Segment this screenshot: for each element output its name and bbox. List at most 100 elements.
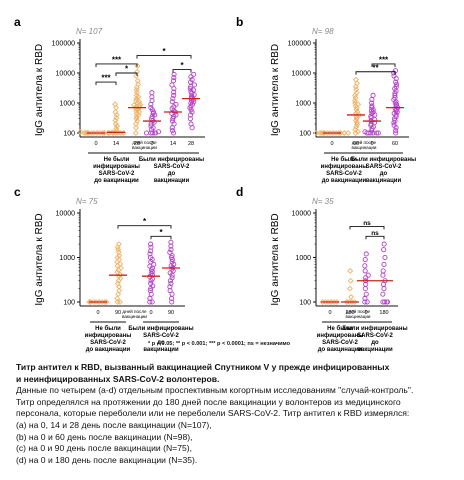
- panel-d-y-tick-label: 100: [299, 300, 311, 307]
- panel-d-y-tick-label: 10000: [292, 211, 312, 218]
- panel-d-group-label-line-1: Были инфицированы: [342, 325, 407, 332]
- caption-line-1: Данные по четырем (a-d) отдельным проспе…: [16, 385, 414, 396]
- panel-a-data-point: [171, 71, 177, 77]
- panel-b-group-label-line-3: до: [380, 171, 388, 177]
- panel-c-significance-label: *: [159, 228, 163, 237]
- panel-d-data-point: [382, 299, 388, 305]
- panel-d-data-point: [382, 254, 388, 261]
- panel-a-significance-bracket: [95, 63, 138, 67]
- panel-a-data-point: [134, 77, 141, 84]
- panel-b-group-label-line-3: SARS-CoV-2: [326, 171, 362, 177]
- panel-c-data-point: [116, 252, 123, 259]
- panel-d-data-point: [363, 251, 369, 257]
- panel-c-data-point: [149, 299, 155, 305]
- panel-b-data-point: [362, 129, 368, 135]
- panel-a-data-point: [169, 118, 175, 124]
- panel-a-data-point: [133, 95, 140, 102]
- panel-c-group-label-line-2: SARS-CoV-2: [143, 333, 179, 339]
- panel-c-data-point: [168, 280, 174, 287]
- panel-d-x-tick-label: 180: [379, 310, 388, 316]
- panel-d-significance-bracket: [365, 235, 385, 240]
- panel-d-n-label: N= 35: [312, 197, 334, 206]
- panel-b-data-point: [353, 76, 359, 83]
- panel-c-data-point: [147, 251, 153, 257]
- panel-b-group-label-line-2: SARS-CoV-2: [366, 164, 402, 170]
- panel-c-y-tick-label: 10000: [56, 211, 76, 218]
- panel-a-data-point: [188, 121, 194, 127]
- panel-b-data-point: [352, 110, 359, 117]
- panel-a-data-point: [148, 105, 154, 111]
- panel-b-data-point: [352, 130, 359, 136]
- panel-a-data-point: [191, 82, 197, 88]
- panel-a-x-tick-label: 14: [113, 141, 119, 147]
- panel-a-data-point: [133, 124, 139, 131]
- panel-c-group-label-line-2: инфицированы: [85, 332, 132, 339]
- caption-line-2: Титр определялся на протяжении до 180 дн…: [16, 396, 401, 407]
- panel-d-significance-label: ns: [371, 230, 379, 237]
- panel-a-data-point: [169, 128, 176, 134]
- panel-c-data-point: [115, 241, 122, 248]
- panel-d-group-label-line-3: до: [371, 340, 379, 346]
- panel-d-data-point: [362, 295, 368, 302]
- panel-c-days-label-line-1: дней после: [122, 308, 147, 314]
- panel-a-x-tick-label: 0: [94, 141, 97, 147]
- panel-d-data-point: [384, 299, 391, 305]
- panel-b-data-point: [318, 130, 325, 136]
- panel-a-group-label-line-1: Не были: [104, 156, 130, 163]
- panel-a-significance-bracket: [95, 81, 117, 86]
- panel-d-days-label-line-1: дней после: [346, 308, 371, 314]
- panel-b-y-tick-label: 10000: [292, 71, 312, 78]
- panel-d-data-point: [381, 286, 387, 292]
- panel-a-data-point: [169, 99, 175, 105]
- panel-a-data-point: [171, 130, 177, 136]
- panel-b-significance-label: **: [372, 63, 379, 72]
- panel-b-significance-label: ***: [379, 55, 389, 64]
- panel-b-data-point: [393, 128, 399, 134]
- panel-a-y-tick-label: 100000: [52, 41, 75, 48]
- panel-a-significance-bracket: [136, 55, 192, 59]
- panel-d-days-label-line-2: вакцинации: [345, 314, 370, 319]
- panel-d-group-label-line-2: SARS-CoV-2: [357, 333, 393, 339]
- panel-c-data-point: [147, 288, 153, 294]
- panel-a-data-point: [134, 63, 141, 70]
- panel-b-group-label-line-4: вакцинации: [366, 178, 402, 184]
- panel-b-data-point: [370, 92, 376, 98]
- panel-a-data-point: [169, 82, 175, 88]
- panel-a-data-point: [77, 128, 84, 135]
- panel-a-data-point: [148, 123, 154, 129]
- panel-b-data-point: [352, 100, 359, 106]
- panel-a-data-point: [143, 130, 150, 136]
- panel-c-data-point: [148, 280, 154, 287]
- panel-c-group-label-line-3: SARS-CoV-2: [90, 340, 126, 346]
- panel-c-data-point: [147, 295, 153, 302]
- panel-d-data-point: [347, 267, 354, 274]
- panel-a-data-point: [152, 130, 159, 136]
- panel-b-data-point: [353, 89, 360, 96]
- panel-a-significance-label: ***: [112, 55, 122, 64]
- panel-a-data-point: [171, 75, 177, 81]
- panel-a-significance-bracket: [172, 69, 192, 73]
- panel-a-x-tick-label: 28: [188, 141, 194, 147]
- panel-c-y-axis-label: IgG антитела к RBD: [34, 213, 45, 305]
- caption-title-line-1: Титр антител к RBD, вызванный вакцинацие…: [16, 362, 390, 372]
- panel-a-data-point: [188, 89, 194, 95]
- panel-b-x-tick-label: 0: [330, 141, 333, 147]
- panel-c-significance-bracket: [150, 235, 172, 240]
- panel-d-group-label-line-4: до вакцинации: [318, 347, 363, 353]
- panel-d-data-point: [333, 299, 340, 305]
- panel-a-data-point: [150, 109, 157, 115]
- panel-a-group-label-line-4: вакцинации: [154, 178, 190, 184]
- panel-d-data-point: [381, 247, 387, 253]
- panel-a-data-point: [149, 98, 155, 104]
- panel-c-data-point: [151, 261, 157, 267]
- panel-b-data-point: [375, 130, 381, 136]
- panel-a-days-label-line-2: вакцинации: [132, 145, 157, 150]
- panel-a-significance-label: *: [162, 47, 166, 56]
- panel-b-data-point: [353, 80, 360, 87]
- panel-c-data-point: [86, 299, 93, 305]
- panel-a-days-label-line-1: дней после: [132, 139, 157, 145]
- panel-d-x-tick-label: 180: [345, 310, 354, 316]
- panel-c-data-point: [118, 265, 124, 271]
- panel-d-data-point: [380, 291, 386, 297]
